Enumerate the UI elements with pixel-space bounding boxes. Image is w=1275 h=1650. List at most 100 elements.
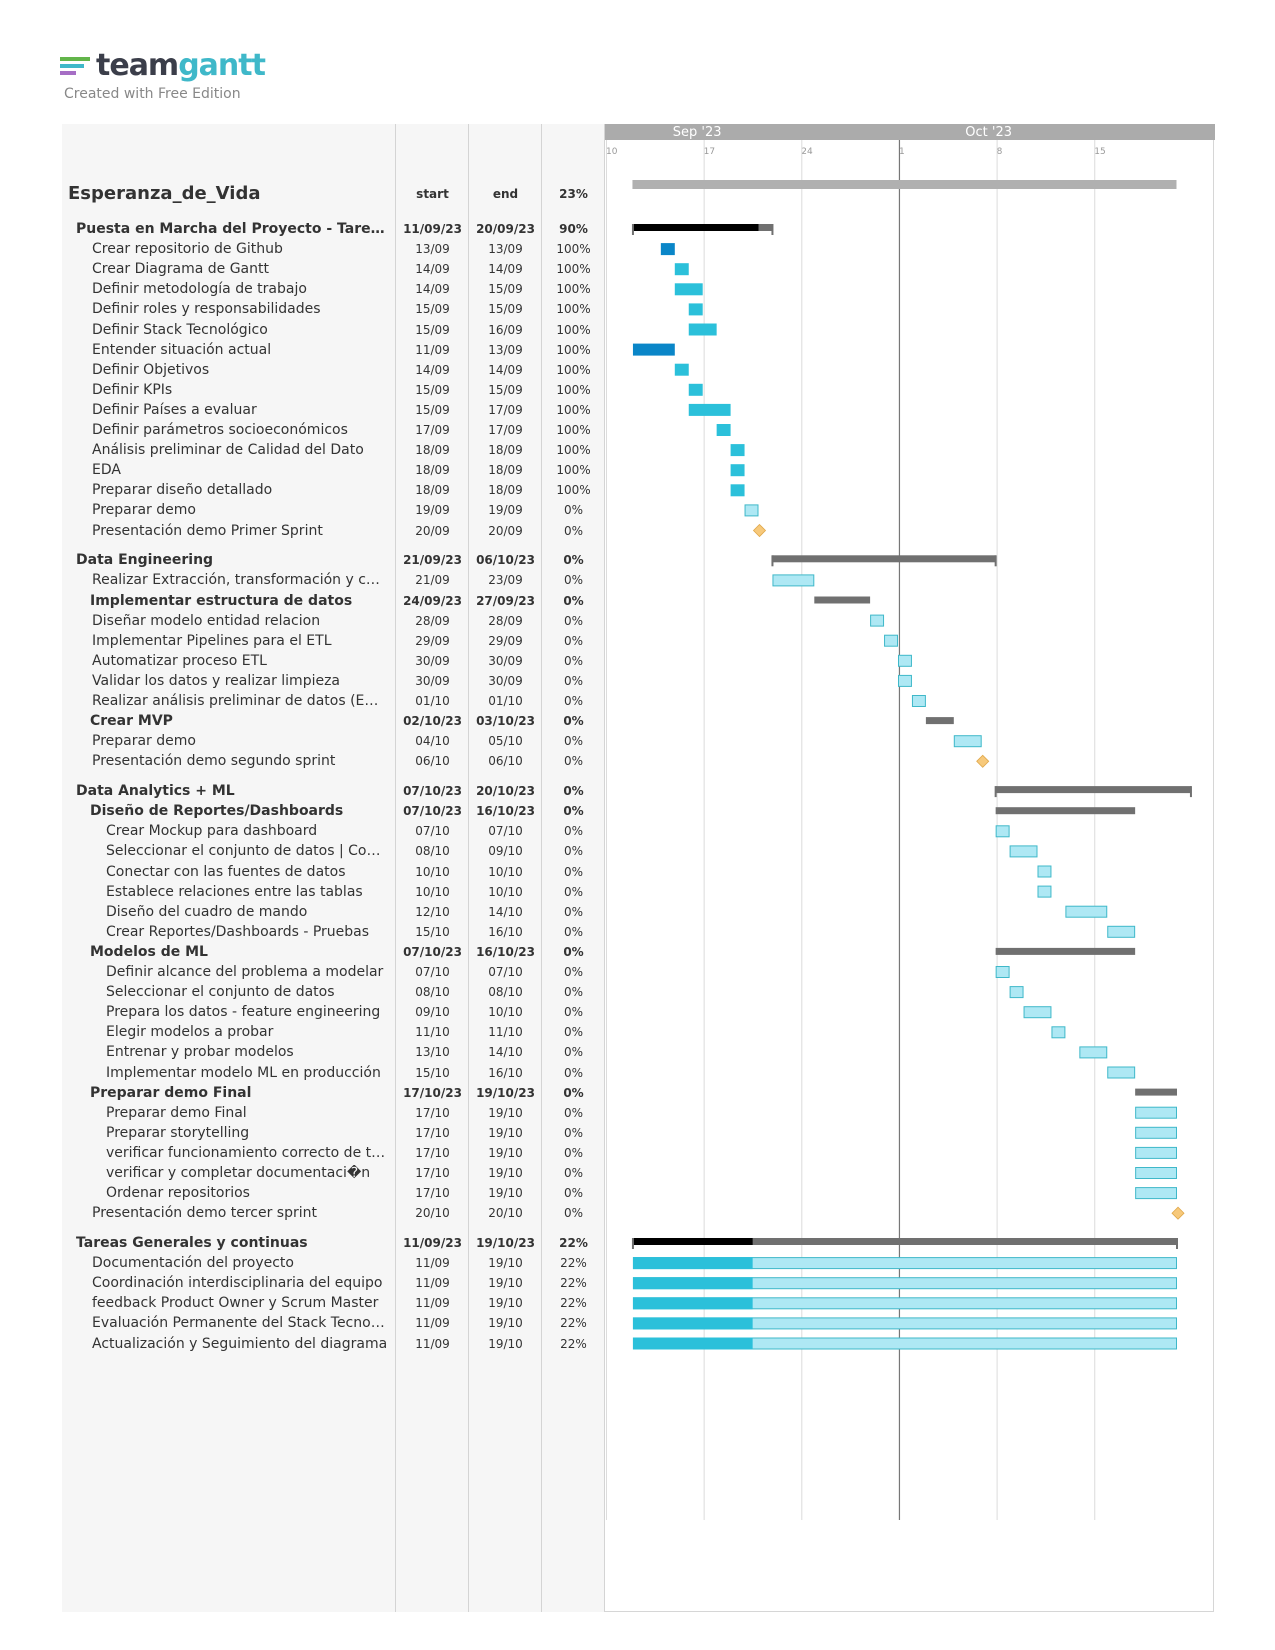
group-row[interactable]: Tareas Generales y continuas 11/09/23 19/1… — [62, 1233, 605, 1254]
task-row[interactable]: Diseño del cuadro de mando 12/10 14/10 0% — [62, 902, 605, 923]
task-end: 20/10 — [488, 1206, 523, 1221]
task-row[interactable]: Coordinación interdisciplinaria del equi… — [62, 1273, 605, 1294]
group-row[interactable]: Data Analytics + ML 07/10/23 20/10/23 0% — [62, 781, 605, 802]
subgroup-bar — [995, 947, 1136, 955]
task-start: 15/10 — [415, 1065, 450, 1080]
task-name: Presentación demo segundo sprint — [92, 753, 336, 770]
task-start: 11/09 — [415, 1296, 450, 1311]
task-bar-complete — [716, 424, 731, 436]
task-row[interactable]: Análisis preliminar de Calidad del Dato 1… — [62, 440, 605, 461]
task-row[interactable]: Seleccionar el conjunto de datos 08/10 08/… — [62, 982, 605, 1003]
task-percent: 0% — [563, 523, 584, 538]
task-end: 10/10 — [488, 884, 523, 899]
task-row[interactable]: Evaluación Permanente del Stack Tecnológ… — [62, 1313, 605, 1334]
task-name: Definir Países a evaluar — [92, 401, 257, 418]
task-row[interactable]: Presentación demo segundo sprint 06/10 06/… — [62, 751, 605, 772]
group-row[interactable]: Implementar estructura de datos 24/09/23 2… — [62, 591, 605, 612]
task-row[interactable]: Preparar diseño detallado 18/09 18/09 100% — [62, 480, 605, 501]
task-row[interactable]: Presentación demo Primer Sprint 20/09 20/0… — [62, 521, 605, 542]
task-name: Automatizar proceso ETL — [92, 652, 267, 669]
task-row[interactable]: Preparar demo Final 17/10 19/10 0% — [62, 1103, 605, 1124]
task-row[interactable]: Documentación del proyecto 11/09 19/10 22% — [62, 1253, 605, 1274]
task-row[interactable]: Diseñar modelo entidad relacion 28/09 28/0… — [62, 611, 605, 632]
task-row[interactable]: Conectar con las fuentes de datos 10/10 10… — [62, 862, 605, 883]
task-name: EDA — [92, 462, 121, 479]
task-row[interactable]: Realizar análisis preliminar de datos (E… — [62, 691, 605, 712]
task-row[interactable]: feedback Product Owner y Scrum Master 11/… — [62, 1293, 605, 1314]
task-row[interactable]: Entender situación actual 11/09 13/09 100% — [62, 340, 605, 361]
task-row[interactable]: Validar los datos y realizar limpieza 30/… — [62, 671, 605, 692]
task-bar-pending — [1135, 1146, 1178, 1159]
task-row[interactable]: Preparar demo 04/10 05/10 0% — [62, 731, 605, 752]
project-title[interactable]: Esperanza_de_Vida — [68, 183, 261, 204]
group-row[interactable]: Data Engineering 21/09/23 06/10/23 0% — [62, 550, 605, 571]
task-row[interactable]: Implementar Pipelines para el ETL 29/09 29… — [62, 631, 605, 652]
task-row[interactable]: Definir Objetivos 14/09 14/09 100% — [62, 360, 605, 381]
task-name: Preparar demo Final — [90, 1084, 252, 1101]
task-row[interactable]: Crear Reportes/Dashboards - Pruebas 15/10… — [62, 922, 605, 943]
task-end: 06/10 — [488, 754, 523, 769]
task-row[interactable]: Definir parámetros socioeconómicos 17/09 1… — [62, 420, 605, 441]
task-end: 10/10 — [488, 1005, 523, 1020]
subgroup-bar — [925, 717, 954, 725]
group-row[interactable]: Modelos de ML 07/10/23 16/10/23 0% — [62, 942, 605, 963]
task-end: 20/09/23 — [476, 222, 535, 236]
start-header: start — [416, 187, 449, 201]
task-start: 18/09 — [415, 443, 450, 458]
task-row[interactable]: Establece relaciones entre las tablas 10/… — [62, 882, 605, 903]
task-percent: 22% — [560, 1336, 587, 1351]
task-row[interactable]: Definir roles y responsabilidades 15/09 15… — [62, 299, 605, 320]
task-percent: 0% — [563, 673, 584, 688]
task-row[interactable]: Automatizar proceso ETL 30/09 30/09 0% — [62, 651, 605, 672]
task-percent: 0% — [563, 824, 584, 839]
task-row[interactable]: Ordenar repositorios 17/10 19/10 0% — [62, 1183, 605, 1204]
task-name: Presentación demo tercer sprint — [92, 1205, 317, 1222]
group-row[interactable]: Puesta en Marcha del Proyecto - Tareas i… — [62, 219, 605, 240]
task-start: 28/09 — [415, 613, 450, 628]
task-row[interactable]: Preparar storytelling 17/10 19/10 0% — [62, 1123, 605, 1144]
task-end: 20/10/23 — [476, 784, 535, 799]
task-row[interactable]: Seleccionar el conjunto de datos | Conju… — [62, 841, 605, 862]
task-name: Presentación demo Primer Sprint — [92, 522, 323, 539]
task-name: Puesta en Marcha del Proyecto - Tareas i… — [76, 221, 388, 237]
task-row[interactable]: Elegir modelos a probar 11/10 11/10 0% — [62, 1022, 605, 1043]
task-row[interactable]: Definir metodología de trabajo 14/09 15/09… — [62, 279, 605, 300]
task-row[interactable]: Definir KPIs 15/09 15/09 100% — [62, 380, 605, 401]
group-summary-bar — [772, 555, 996, 563]
task-start: 15/09 — [415, 382, 450, 397]
task-row[interactable]: Definir alcance del problema a modelar 07… — [62, 962, 605, 983]
task-bar-progress — [632, 1297, 753, 1310]
task-row[interactable]: EDA 18/09 18/09 100% — [62, 460, 605, 481]
task-end: 19/10 — [488, 1186, 523, 1201]
task-row[interactable]: Implementar modelo ML en producción 15/10… — [62, 1063, 605, 1084]
task-end: 19/10 — [488, 1125, 523, 1140]
group-row[interactable]: Diseño de Reportes/Dashboards 07/10/23 16/… — [62, 801, 605, 822]
task-row[interactable]: Preparar demo 19/09 19/09 0% — [62, 500, 605, 521]
task-percent: 0% — [563, 694, 584, 708]
task-start: 07/10/23 — [403, 944, 462, 959]
task-percent: 22% — [560, 1316, 587, 1331]
task-percent: 100% — [556, 342, 591, 357]
project-bar — [632, 180, 1177, 189]
group-row[interactable]: Crear MVP 02/10/23 03/10/23 0% — [62, 711, 605, 732]
task-start: 29/09 — [415, 633, 450, 648]
task-name: Crear MVP — [90, 713, 173, 730]
task-row[interactable]: Realizar Extracción, transformación y ca… — [62, 570, 605, 591]
task-end: 14/10 — [488, 1045, 523, 1060]
task-row[interactable]: Actualización y Seguimiento del diagrama… — [62, 1334, 605, 1355]
task-row[interactable]: Crear Mockup para dashboard 07/10 07/10 0% — [62, 821, 605, 842]
task-row[interactable]: Definir Stack Tecnológico 15/09 16/09 100% — [62, 320, 605, 341]
task-row[interactable]: Presentación demo tercer sprint 20/10 20/1… — [62, 1203, 605, 1224]
task-percent: 22% — [560, 1276, 587, 1291]
task-row[interactable]: Prepara los datos - feature engineering 0… — [62, 1002, 605, 1023]
task-start: 14/09 — [415, 362, 450, 377]
task-row[interactable]: Entrenar y probar modelos 13/10 14/10 0% — [62, 1042, 605, 1063]
task-bar-complete — [674, 263, 689, 276]
task-row[interactable]: Crear Diagrama de Gantt 14/09 14/09 100% — [62, 259, 605, 280]
task-row[interactable]: Definir Países a evaluar 15/09 17/09 100% — [62, 400, 605, 421]
group-row[interactable]: Preparar demo Final 17/10/23 19/10/23 0% — [62, 1083, 605, 1104]
task-row[interactable]: Crear repositorio de Github 13/09 13/09 100… — [62, 239, 605, 260]
task-row[interactable]: verificar funcionamiento correcto de tod… — [62, 1143, 605, 1164]
task-row[interactable]: verificar y completar documentaci�n 17/10… — [62, 1163, 605, 1184]
task-start: 17/10 — [415, 1125, 450, 1140]
